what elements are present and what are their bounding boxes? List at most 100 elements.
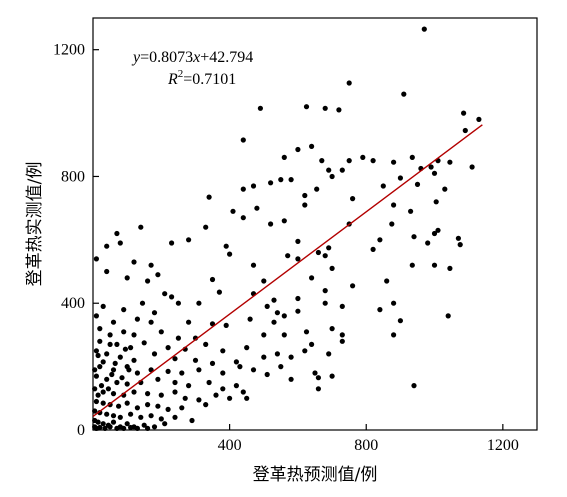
data-point	[122, 346, 128, 352]
data-point	[329, 326, 335, 332]
data-point	[384, 278, 390, 284]
data-point	[121, 425, 127, 431]
data-point	[309, 275, 315, 281]
data-point	[203, 402, 209, 408]
data-point	[431, 170, 438, 176]
data-point	[244, 345, 250, 351]
data-point	[109, 371, 115, 378]
data-point	[131, 332, 137, 338]
data-point	[182, 395, 188, 401]
x-axis-title: 登革热预测值/例	[253, 465, 378, 485]
data-point	[329, 173, 335, 180]
data-point	[346, 80, 352, 86]
y-tick-label: 800	[61, 168, 85, 185]
data-point	[172, 389, 178, 395]
data-point	[227, 251, 233, 257]
data-point	[138, 224, 144, 230]
data-point	[377, 307, 383, 313]
data-point	[128, 411, 134, 417]
data-point	[268, 180, 274, 186]
data-point	[433, 199, 439, 205]
y-tick-label: 400	[61, 295, 85, 312]
r-squared: R2=0.7101	[167, 68, 236, 88]
data-point	[104, 351, 110, 357]
data-point	[151, 310, 158, 316]
data-point	[462, 127, 468, 134]
data-point	[116, 403, 122, 409]
data-point	[346, 158, 352, 164]
data-point	[322, 300, 328, 306]
data-point	[295, 295, 301, 302]
data-point	[95, 419, 101, 425]
data-point	[391, 159, 397, 165]
data-point	[322, 253, 328, 259]
data-point	[121, 307, 127, 313]
x-tick-label: 1200	[487, 437, 519, 454]
data-point	[303, 329, 310, 335]
data-point	[134, 316, 140, 322]
data-point	[350, 196, 356, 202]
data-point	[93, 373, 99, 379]
data-point	[391, 332, 397, 338]
data-point	[397, 175, 403, 181]
data-point	[92, 367, 98, 373]
data-point	[281, 332, 287, 338]
data-point	[162, 291, 168, 297]
data-point	[295, 256, 301, 262]
data-point	[329, 373, 335, 379]
data-point	[250, 367, 257, 373]
data-point	[288, 376, 294, 382]
data-point	[145, 402, 151, 408]
data-point	[203, 224, 209, 230]
data-point	[203, 341, 209, 347]
data-point	[158, 329, 164, 335]
data-point	[447, 159, 453, 165]
r-squared-value: =0.7101	[183, 71, 236, 88]
data-point	[141, 422, 147, 428]
data-point	[145, 278, 151, 284]
data-point	[274, 310, 280, 316]
data-point	[186, 319, 192, 325]
data-point	[128, 345, 134, 351]
data-point	[104, 376, 110, 382]
data-point	[169, 240, 175, 246]
data-point	[114, 230, 120, 237]
data-point	[445, 313, 451, 319]
data-point	[409, 154, 415, 160]
data-point	[247, 316, 253, 322]
data-point	[93, 398, 99, 405]
data-point	[329, 265, 335, 271]
data-point	[302, 202, 308, 208]
data-point	[151, 424, 158, 430]
data-point	[134, 370, 140, 376]
data-point	[254, 205, 260, 211]
data-point	[162, 421, 168, 427]
data-point	[315, 375, 321, 381]
data-point	[339, 338, 345, 344]
data-point	[461, 110, 467, 116]
data-point	[213, 392, 219, 398]
equation-rhs-prefix: =0.8073	[140, 49, 193, 66]
data-point	[244, 395, 250, 401]
data-point	[186, 383, 192, 389]
y-axis-title: 登革热实测值/例	[25, 162, 45, 287]
data-point	[476, 116, 482, 122]
data-point	[421, 26, 427, 32]
data-point	[165, 368, 171, 374]
data-point	[288, 354, 294, 360]
data-point	[431, 230, 438, 237]
data-point	[105, 386, 111, 392]
data-point	[119, 375, 125, 381]
data-point	[271, 319, 277, 325]
equation-x-var: x	[192, 49, 200, 66]
data-point	[206, 379, 212, 386]
data-point	[233, 383, 239, 389]
data-point	[134, 405, 140, 411]
data-point	[457, 242, 463, 248]
data-point	[261, 354, 267, 360]
data-point	[104, 243, 110, 249]
data-point	[134, 425, 140, 431]
data-point	[192, 357, 199, 363]
data-point	[124, 275, 130, 281]
data-point	[425, 240, 431, 246]
